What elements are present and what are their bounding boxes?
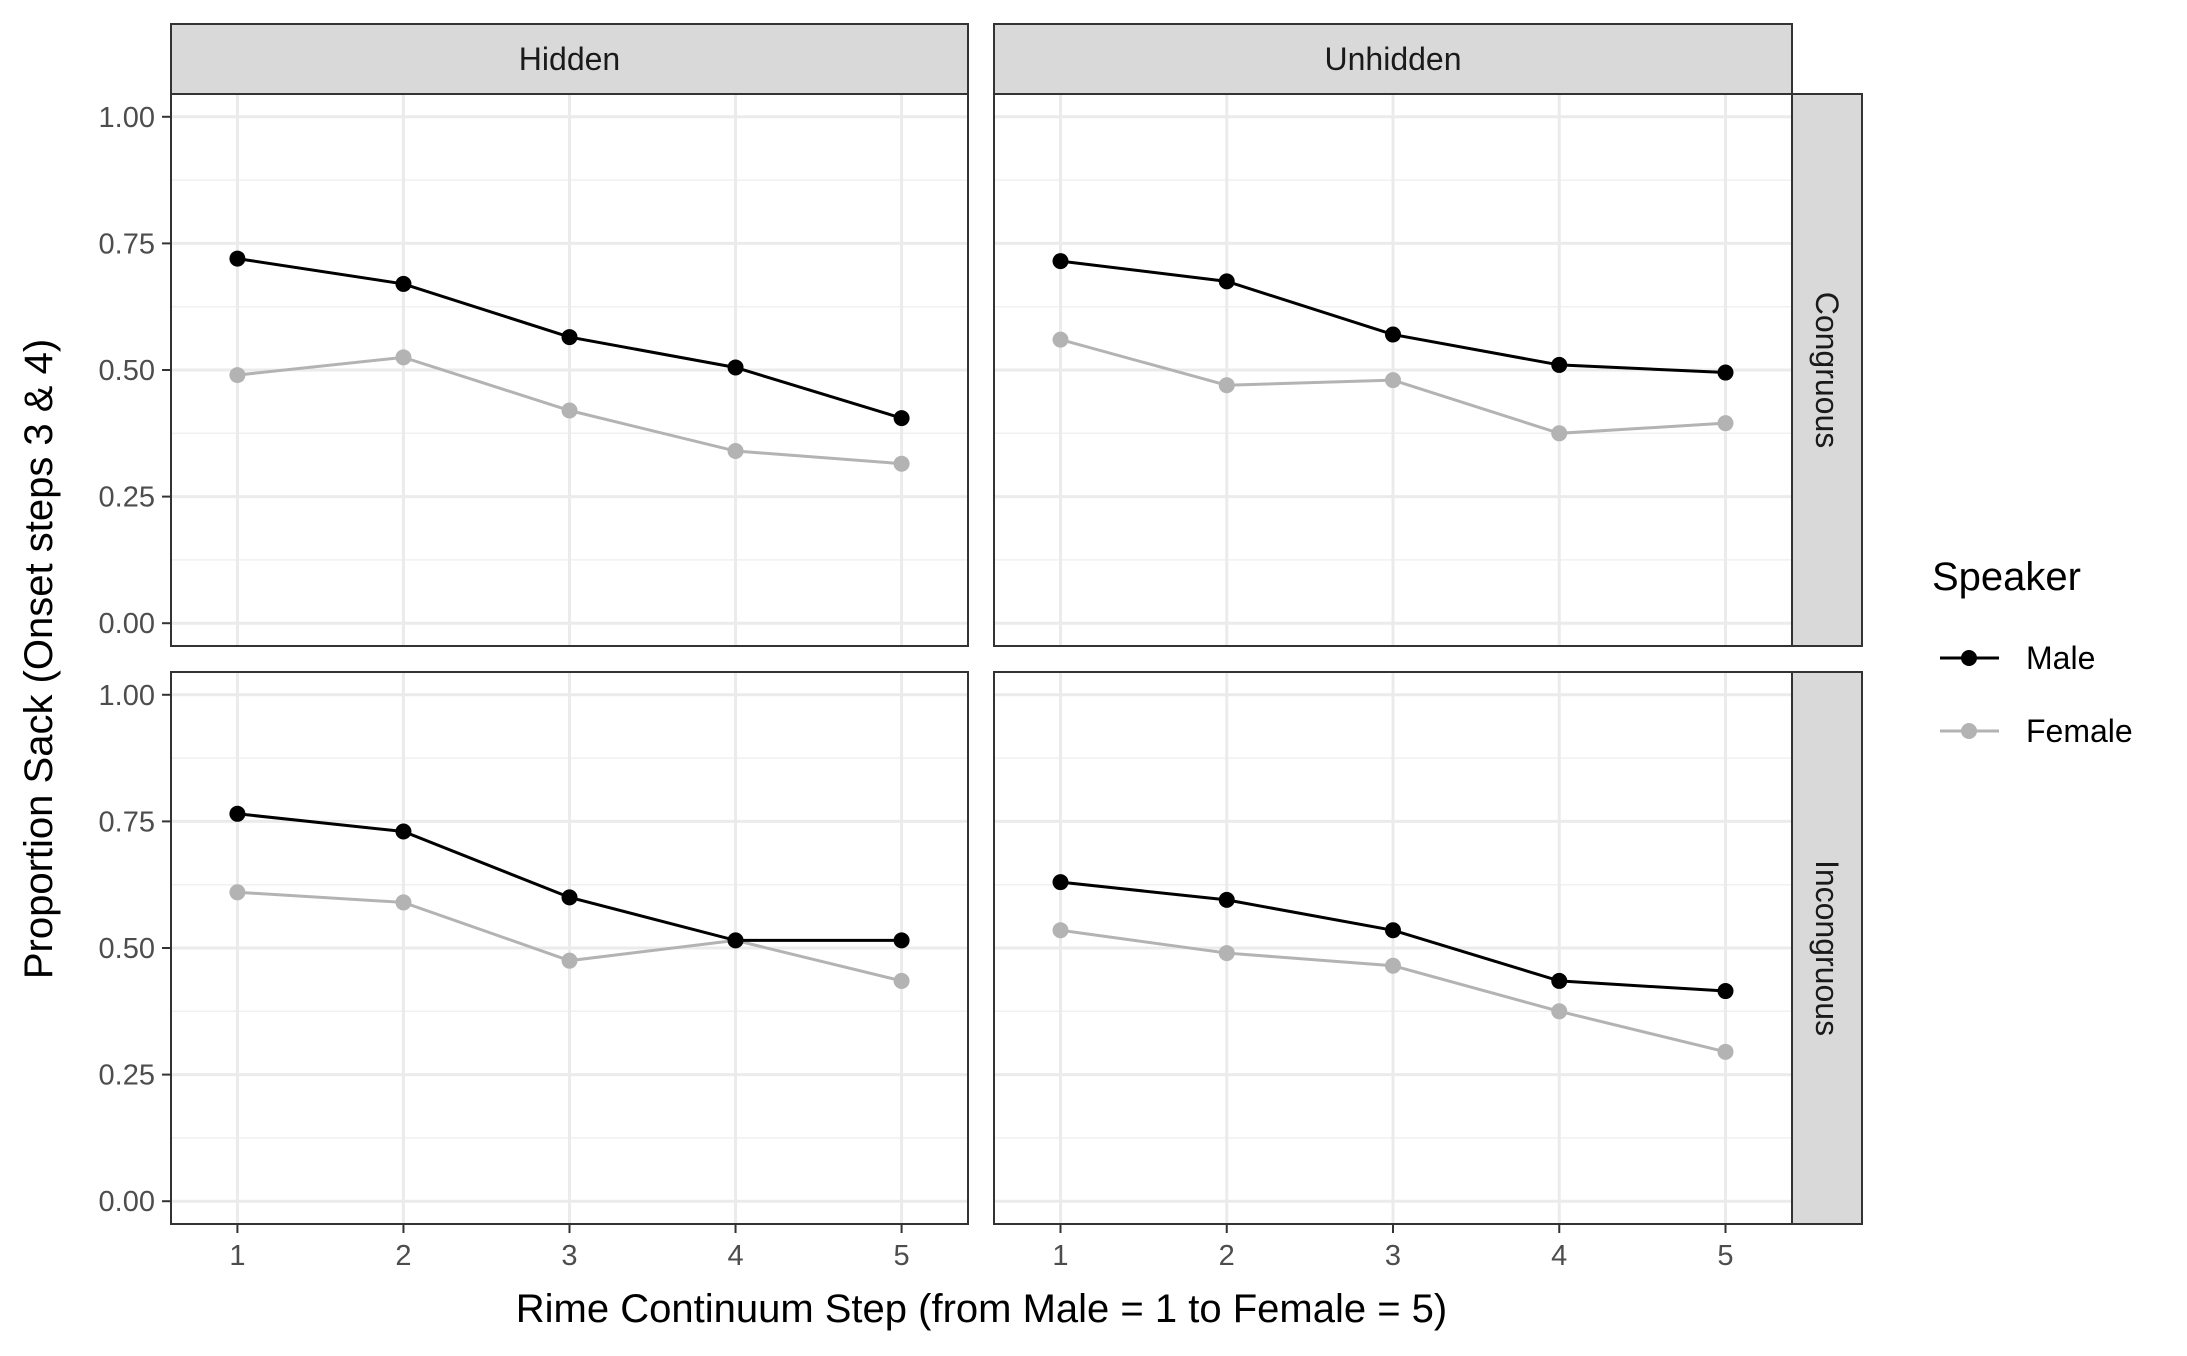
x-axis-title: Rime Continuum Step (from Male = 1 to Fe…	[516, 1287, 1447, 1331]
y-tick-label: 0.75	[99, 228, 155, 260]
y-tick-label: 0.50	[99, 933, 155, 965]
data-point-female	[1052, 922, 1069, 939]
panel-border-unhidden-congruous	[993, 93, 1793, 647]
x-tick-label: 3	[561, 1240, 577, 1272]
data-point-female	[893, 455, 910, 472]
data-point-male	[1717, 364, 1734, 381]
data-point-female	[1385, 372, 1401, 389]
legend-key-point-female	[1961, 723, 1977, 739]
y-tick-label: 0.25	[99, 482, 155, 514]
facet-strip-label-congruous: Congruous	[1809, 292, 1845, 449]
data-point-male	[727, 932, 744, 949]
data-point-female	[1717, 1043, 1734, 1060]
data-point-male	[561, 329, 578, 346]
data-point-male	[395, 823, 412, 840]
data-point-male	[893, 410, 910, 427]
data-point-male	[1218, 891, 1235, 908]
x-tick-label: 5	[894, 1240, 910, 1272]
data-point-male	[1717, 983, 1734, 1000]
data-point-female	[1218, 945, 1235, 962]
data-point-female	[561, 402, 578, 419]
data-point-male	[727, 359, 744, 376]
data-point-male	[1385, 326, 1401, 343]
facet-strip-hidden	[170, 23, 969, 95]
data-point-male	[1052, 874, 1069, 891]
data-point-male	[893, 932, 910, 949]
legend-key-point-male	[1961, 650, 1977, 666]
legend-title: Speaker	[1932, 555, 2081, 599]
data-point-male	[229, 250, 246, 267]
data-point-male	[1052, 253, 1069, 270]
data-point-female	[1052, 331, 1069, 348]
x-tick-label: 3	[1385, 1240, 1401, 1272]
y-tick-label: 1.00	[99, 680, 155, 712]
y-tick-label: 0.25	[99, 1060, 155, 1092]
data-point-female	[395, 894, 412, 911]
legend-label-male: Male	[2026, 640, 2095, 676]
x-tick-label: 1	[1052, 1240, 1068, 1272]
data-point-female	[893, 972, 910, 989]
data-point-female	[229, 884, 246, 901]
facet-strip-label-unhidden: Unhidden	[1325, 41, 1462, 77]
facet-strip-label-hidden: Hidden	[519, 41, 620, 77]
x-tick-label: 4	[727, 1240, 743, 1272]
data-point-male	[1385, 922, 1401, 939]
data-point-male	[1218, 273, 1235, 290]
facet-strip-unhidden	[993, 23, 1793, 95]
data-point-male	[395, 275, 412, 292]
data-point-female	[1385, 957, 1401, 974]
data-point-female	[727, 443, 744, 460]
y-tick-label: 0.00	[99, 1186, 155, 1218]
data-point-female	[1551, 1003, 1568, 1020]
y-tick-label: 0.75	[99, 806, 155, 838]
data-point-female	[561, 952, 578, 969]
x-tick-label: 2	[395, 1240, 411, 1272]
data-point-male	[229, 805, 246, 822]
data-point-male	[1551, 972, 1568, 989]
data-point-female	[1218, 377, 1235, 394]
y-axis-title: Proportion Sack (Onset steps 3 & 4)	[17, 339, 61, 979]
x-tick-label: 1	[229, 1240, 245, 1272]
x-tick-label: 2	[1219, 1240, 1235, 1272]
y-tick-label: 0.50	[99, 355, 155, 387]
x-tick-label: 5	[1717, 1240, 1733, 1272]
data-point-female	[229, 367, 246, 384]
data-point-male	[561, 889, 578, 906]
data-point-female	[1551, 425, 1568, 442]
y-tick-label: 1.00	[99, 102, 155, 134]
data-point-male	[1551, 356, 1568, 373]
data-point-female	[395, 349, 412, 366]
facet-strip-congruous	[1791, 93, 1863, 647]
x-tick-label: 4	[1551, 1240, 1567, 1272]
legend-label-female: Female	[2026, 713, 2133, 749]
facet-strip-label-incongruous: Incongruous	[1809, 860, 1845, 1036]
facet-strip-incongruous	[1791, 671, 1863, 1225]
y-tick-label: 0.00	[99, 608, 155, 640]
data-point-female	[1717, 415, 1734, 432]
